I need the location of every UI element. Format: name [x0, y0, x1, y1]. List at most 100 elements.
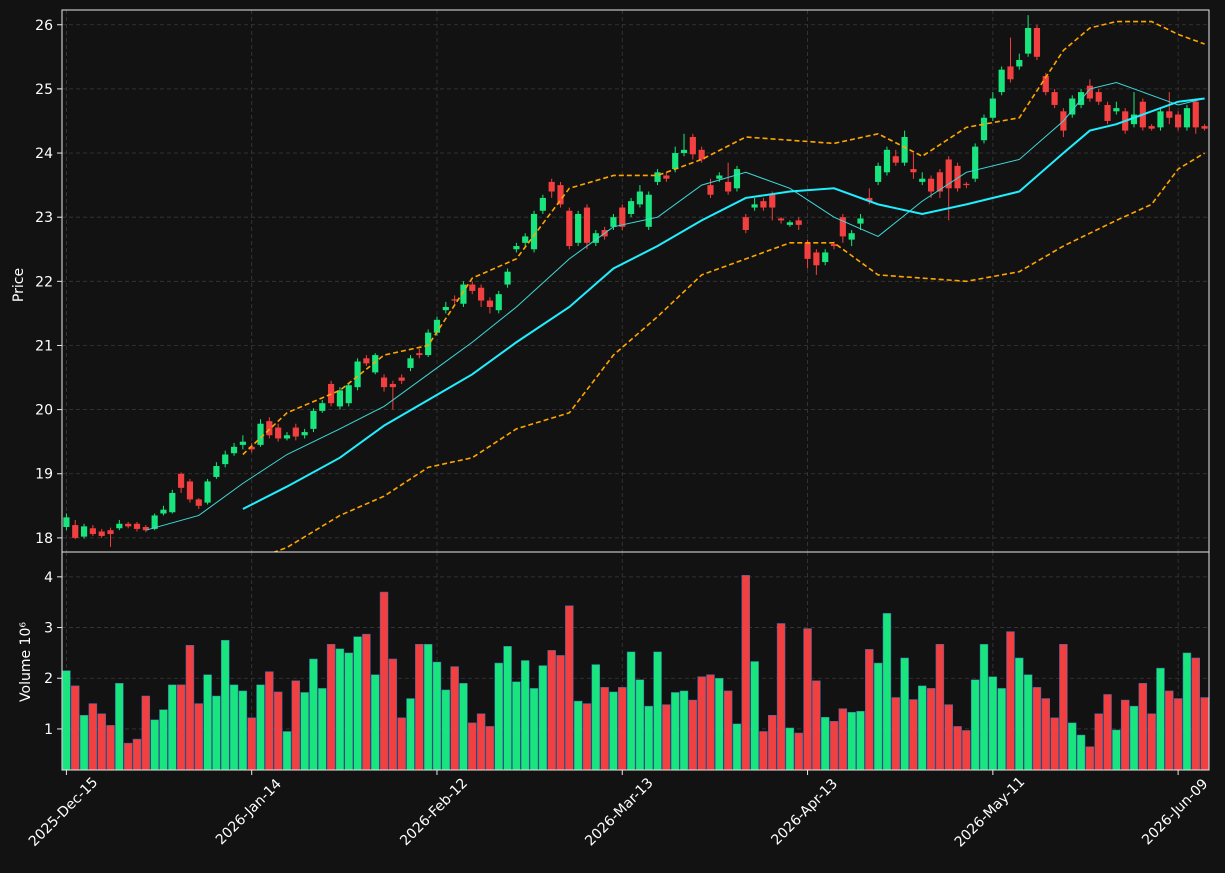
- candle-body: [1051, 92, 1058, 105]
- candle-body: [125, 523, 132, 527]
- volume-bar: [970, 679, 980, 770]
- volume-bar: [1182, 652, 1192, 770]
- candle-body: [1042, 76, 1049, 93]
- volume-frame: [61, 551, 1210, 771]
- volume-bar: [300, 692, 309, 770]
- y-tick-label: 19: [35, 467, 53, 483]
- candle-body: [1201, 126, 1208, 129]
- candle-body: [592, 233, 599, 243]
- volume-bar: [1103, 694, 1112, 770]
- x-tick-label: 2026-Jun-09: [1139, 776, 1211, 848]
- volume-bar: [123, 742, 133, 770]
- candle-body: [689, 137, 696, 155]
- volume-bar: [256, 684, 265, 770]
- volume-bar: [494, 662, 503, 770]
- y-tick-label: 24: [35, 146, 53, 162]
- candle-body: [777, 218, 785, 221]
- volume-bar: [600, 687, 609, 770]
- candle-body: [186, 481, 194, 500]
- candle-body: [839, 217, 846, 237]
- y-tick-label: 4: [44, 570, 53, 586]
- candle-body: [989, 98, 996, 118]
- candle-body: [204, 481, 211, 503]
- candle-body: [80, 526, 88, 537]
- volume-bar: [1085, 746, 1095, 770]
- candle-body: [866, 197, 873, 202]
- volume-bar: [309, 658, 318, 770]
- candle-body: [1183, 108, 1191, 128]
- volume-axis-label: Volume 10⁶: [18, 622, 34, 702]
- volume-bar: [918, 685, 927, 770]
- volume-bar: [1173, 698, 1183, 770]
- candle-body: [169, 492, 176, 513]
- volume-bar: [88, 703, 98, 770]
- candle-body: [107, 530, 114, 535]
- volume-bar: [856, 710, 865, 770]
- x-tick-label: 2025-Dec-15: [26, 774, 101, 849]
- candle-body: [89, 528, 96, 535]
- volume-bar: [1129, 705, 1139, 770]
- volume-bar: [609, 691, 618, 770]
- volume-bar: [1138, 683, 1148, 770]
- candle-body: [875, 165, 882, 182]
- candle-body: [583, 207, 591, 243]
- candle-body: [98, 531, 105, 536]
- volume-bar: [1006, 631, 1015, 770]
- y-tick-label: 1: [44, 722, 53, 738]
- volume-bar: [1076, 734, 1086, 770]
- candle-body: [275, 427, 282, 439]
- volume-bar: [273, 691, 283, 770]
- volume-bar: [388, 658, 398, 770]
- candle-body: [1148, 126, 1155, 129]
- volume-bar: [838, 708, 848, 770]
- indicator-line: [145, 81, 1205, 531]
- volume-bar: [71, 685, 80, 770]
- volume-bar: [909, 699, 918, 770]
- candle-body: [469, 284, 476, 291]
- volume-bar: [900, 657, 909, 770]
- candle-body: [1007, 66, 1014, 80]
- volume-bar: [335, 648, 345, 770]
- candle-body: [72, 525, 79, 538]
- candle-body: [1130, 114, 1138, 125]
- volume-bar: [212, 695, 221, 770]
- volume-bar: [62, 670, 71, 770]
- volume-bar: [926, 688, 936, 770]
- candle-body: [292, 427, 299, 437]
- volume-bar: [326, 644, 336, 770]
- x-tick-label: 2026-Jan-14: [213, 776, 285, 848]
- volume-bar: [891, 697, 901, 770]
- y-tick-label: 18: [35, 531, 53, 547]
- volume-bar: [1032, 687, 1042, 770]
- candle-body: [195, 499, 202, 506]
- plot-area: [62, 10, 1209, 770]
- x-tick-label: 2026-May-11: [952, 774, 1029, 851]
- indicator-line: [242, 97, 1205, 510]
- candle-body: [486, 300, 494, 307]
- candle-body: [998, 69, 1005, 93]
- candle-body: [1113, 108, 1120, 112]
- volume-bar: [344, 652, 353, 770]
- candle-body: [883, 149, 891, 173]
- volume-bar: [759, 731, 768, 770]
- volume-bar: [353, 636, 362, 770]
- volume-bar: [820, 717, 830, 770]
- x-tick-label: 2026-Feb-12: [397, 775, 471, 849]
- volume-bar: [794, 732, 803, 770]
- candle-body: [972, 146, 979, 179]
- candle-body: [416, 353, 423, 356]
- candle-body: [1016, 60, 1023, 67]
- volume-bar: [653, 651, 662, 770]
- candle-body: [178, 473, 185, 488]
- volume-bar: [194, 703, 203, 770]
- volume-bar: [423, 644, 433, 770]
- candle-body: [372, 355, 379, 373]
- candle-body: [380, 377, 388, 388]
- candle-body: [760, 201, 767, 208]
- volume-bar: [1200, 697, 1209, 770]
- volume-bar: [1068, 722, 1077, 770]
- volume-bar: [203, 674, 212, 770]
- volume-bar: [679, 690, 689, 770]
- candle-body: [142, 526, 149, 531]
- volume-bar: [291, 680, 301, 770]
